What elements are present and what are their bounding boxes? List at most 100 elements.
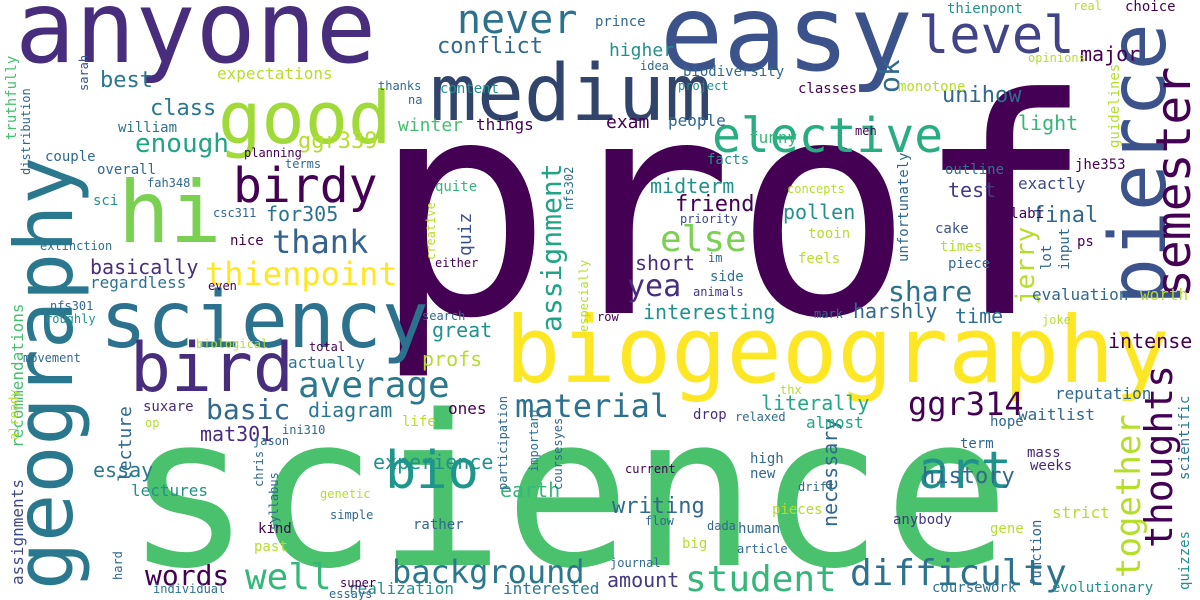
word-feels: feels [798, 251, 841, 267]
word-writing: writing [612, 494, 705, 519]
word-csc311: csc311 [213, 206, 257, 220]
word-level: level [918, 6, 1075, 66]
word-exactly: exactly [1018, 174, 1086, 193]
word-jason: jason [253, 434, 290, 448]
word-weeks: weeks [1030, 458, 1073, 474]
word-project: project [678, 79, 729, 93]
word-assignments: assignments [8, 479, 27, 585]
word-article: article [737, 542, 788, 556]
word-planning: planning [244, 146, 302, 160]
word-bird: bird [130, 329, 294, 408]
word-quizzes: quizzes [1177, 530, 1193, 590]
word-choice: choice [1125, 0, 1176, 15]
word-term: term [960, 436, 994, 452]
word-priority: priority [680, 212, 738, 226]
word-light: light [1018, 111, 1079, 135]
word-piece: piece [948, 256, 991, 272]
word-pollen: pollen [783, 200, 856, 224]
word-life: life [402, 414, 436, 430]
word-else: else [660, 219, 747, 260]
word-ini310: ini310 [282, 423, 326, 437]
word-exam: exam [606, 112, 650, 133]
word-ps: ps [1077, 234, 1094, 250]
word-class: class [150, 96, 217, 121]
word-mark: mark [814, 307, 843, 321]
word-side: side [710, 269, 744, 285]
word-concepts: concepts [787, 182, 845, 196]
word-good: good [218, 76, 392, 160]
word-op: op [145, 416, 160, 430]
word-sarah: sarah [77, 54, 91, 91]
word-quite: quite [435, 179, 478, 195]
word-ggr339: ggr339 [298, 129, 378, 154]
word-overall: overall [97, 162, 157, 178]
word-row: row [597, 310, 619, 324]
word-thank: thank [272, 223, 369, 261]
word-harshly: harshly [853, 299, 938, 323]
word-background: background [392, 553, 585, 591]
word-kind: kind [258, 521, 292, 537]
word-biodiversity: biodiversity [683, 64, 785, 80]
word-almost: almost [806, 413, 864, 432]
word-essays: essays [329, 587, 373, 600]
word-truthfully: truthfully [4, 55, 20, 140]
word-mass: mass [1027, 445, 1061, 461]
word-lot: lot [1039, 244, 1055, 270]
word-tooin: tooin [808, 226, 851, 242]
word-student: student [685, 559, 837, 600]
word-distribution: distribution [19, 88, 33, 175]
word-syllabi: syllabi [985, 206, 1045, 222]
word-new: new [750, 466, 776, 482]
word-simple: simple [330, 508, 374, 522]
word-opinions: opinions [1028, 51, 1086, 65]
word-semester: semester [1146, 66, 1200, 298]
word-pieces: pieces [772, 502, 823, 518]
word-major: major [1080, 42, 1141, 66]
word-outline: outline [945, 162, 1005, 178]
word-current: current [625, 462, 676, 476]
word-interesting: interesting [643, 300, 776, 324]
word-fah348: fah348 [147, 176, 191, 190]
word-unfortunately: unfortunately [896, 152, 912, 262]
word-enough: enough [135, 129, 229, 159]
word-expectations: expectations [217, 64, 333, 83]
word-lectures: lectures [131, 481, 209, 500]
word-already: already [7, 389, 21, 440]
word-scientific: scientific [1177, 395, 1193, 480]
word-mat301: mat301 [200, 422, 273, 446]
word-amount: amount [607, 568, 680, 592]
word-cake: cake [935, 221, 969, 237]
word-midterm: midterm [650, 174, 735, 198]
word-search: search [422, 309, 466, 323]
word-movement: movement [23, 351, 81, 365]
word-facts: facts [707, 152, 750, 168]
word-science: science [125, 370, 1011, 600]
word-anybody: anybody [893, 512, 953, 528]
word-worth: worth [1140, 285, 1189, 304]
word-super: super [340, 576, 377, 590]
word-chris: chris [252, 450, 266, 487]
word-regardless: regardless [90, 273, 187, 292]
word-nice: nice [230, 233, 264, 249]
word-high: high [750, 451, 784, 467]
word-content: content [440, 81, 500, 97]
word-prof: prof [372, 35, 1095, 384]
word-individual: individual [153, 582, 226, 596]
word-intense: intense [1108, 329, 1193, 353]
word-waitlist: waitlist [1018, 405, 1096, 424]
word-drift: drift [798, 480, 835, 494]
word-extinction: extinction [40, 239, 113, 253]
word-lecture: lecture [115, 406, 136, 482]
word-even: even [208, 279, 237, 293]
word-especially: especially [577, 259, 591, 332]
word-flow: flow [645, 514, 674, 528]
word-im: im [708, 251, 723, 265]
word-total: total [309, 340, 346, 354]
word-creative: creative [424, 202, 438, 260]
word-couple: couple [45, 149, 96, 165]
word-monotone: monotone [898, 79, 966, 95]
word-birdy: birdy [233, 158, 378, 214]
word-roughly: roughly [45, 312, 96, 326]
word-time: time [955, 304, 1004, 328]
